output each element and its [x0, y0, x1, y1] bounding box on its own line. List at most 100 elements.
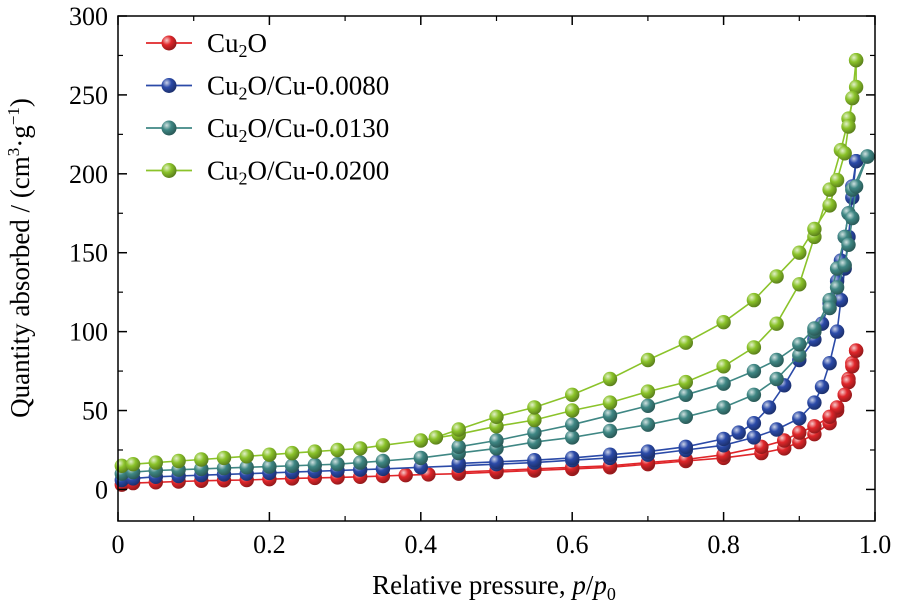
data-point	[837, 258, 852, 273]
series-line-desorption	[458, 156, 869, 448]
data-point	[602, 395, 618, 410]
data-point	[848, 154, 864, 169]
y-tick-label: 250	[69, 81, 108, 110]
data-point	[413, 433, 428, 448]
data-point	[746, 292, 762, 308]
data-point	[822, 198, 837, 213]
data-point	[829, 172, 845, 188]
data-point	[527, 412, 542, 428]
y-tick-label: 50	[82, 397, 108, 426]
data-point	[428, 430, 444, 445]
data-point	[451, 439, 466, 454]
data-point	[746, 416, 762, 431]
data-point	[678, 374, 693, 390]
data-point	[148, 455, 163, 470]
legend-label: Cu2O/Cu-0.0200	[207, 156, 389, 189]
data-point	[769, 371, 784, 387]
data-point	[769, 316, 784, 331]
legend-label: Cu2O	[207, 28, 267, 61]
data-point	[451, 456, 466, 471]
data-point	[761, 400, 777, 415]
data-point	[792, 425, 807, 440]
data-point	[833, 292, 849, 308]
y-tick-label: 0	[95, 475, 108, 504]
data-point	[678, 335, 693, 350]
y-tick-label: 100	[69, 318, 108, 347]
data-point	[792, 337, 807, 352]
data-point	[284, 445, 300, 461]
y-tick-label: 300	[69, 2, 108, 31]
data-point	[848, 79, 864, 95]
plot-area	[114, 53, 875, 492]
data-point	[171, 453, 186, 469]
data-point	[845, 210, 860, 226]
legend-marker	[161, 78, 177, 93]
legend-label: Cu2O/Cu-0.0130	[207, 113, 389, 146]
data-point	[845, 90, 860, 106]
legend: Cu2O Cu2O/Cu-0.0080 Cu2O/Cu-0.0130 Cu2O/Cu-…	[146, 28, 389, 189]
data-point	[716, 431, 731, 447]
data-point	[822, 300, 837, 316]
x-tick-label: 0.8	[707, 530, 740, 559]
legend-label: Cu2O/Cu-0.0080	[207, 71, 389, 104]
data-point	[375, 453, 391, 469]
data-point	[822, 409, 837, 424]
data-point	[731, 425, 746, 440]
data-point	[678, 387, 693, 402]
data-point	[489, 409, 504, 424]
x-tick-label: 1.0	[859, 530, 892, 559]
y-axis-title: Quantity absorbed / (cm3·g−1)	[4, 98, 35, 418]
x-tick-label: 0.4	[405, 530, 438, 559]
series-line-desorption	[435, 60, 857, 439]
data-point	[640, 417, 656, 432]
data-point	[375, 438, 391, 453]
data-point	[640, 398, 656, 413]
data-point	[565, 387, 580, 402]
data-point	[602, 423, 618, 439]
data-point	[216, 460, 232, 476]
y-tick-label: 150	[69, 239, 108, 268]
data-point	[777, 433, 792, 448]
data-point	[792, 277, 807, 292]
data-point	[307, 444, 322, 459]
legend-marker	[161, 35, 177, 51]
data-point	[829, 324, 845, 339]
data-point	[194, 452, 209, 467]
data-point	[841, 374, 856, 390]
data-point	[716, 376, 731, 391]
data-point	[829, 280, 845, 295]
data-point	[769, 269, 784, 284]
data-point	[837, 387, 852, 402]
axes: 0 0.2 0.4 0.6 0.8 1.0 0 50 100 150 200 250 300	[69, 2, 891, 559]
data-point	[837, 146, 852, 161]
data-point	[602, 371, 618, 387]
x-tick-label: 0.6	[556, 530, 589, 559]
data-point	[746, 363, 762, 379]
data-point	[640, 384, 656, 399]
series-3	[114, 53, 864, 473]
data-point	[792, 245, 807, 260]
series-2	[114, 149, 875, 481]
data-point	[678, 409, 693, 424]
data-point	[848, 179, 864, 194]
data-point	[769, 352, 784, 368]
data-point	[860, 149, 875, 164]
data-point	[489, 433, 504, 448]
data-point	[769, 422, 784, 437]
data-point	[602, 447, 618, 462]
data-point	[841, 119, 856, 134]
data-point	[565, 403, 580, 418]
data-point	[845, 359, 860, 374]
data-point	[353, 455, 368, 470]
data-point	[527, 453, 542, 468]
data-point	[640, 444, 656, 459]
data-point	[640, 352, 656, 368]
x-axis-title: Relative pressure, p/p0	[372, 570, 616, 604]
data-point	[125, 457, 141, 472]
data-point	[527, 400, 542, 415]
data-point	[307, 457, 322, 473]
data-point	[330, 442, 345, 458]
data-point	[848, 343, 864, 358]
data-point	[216, 450, 232, 466]
